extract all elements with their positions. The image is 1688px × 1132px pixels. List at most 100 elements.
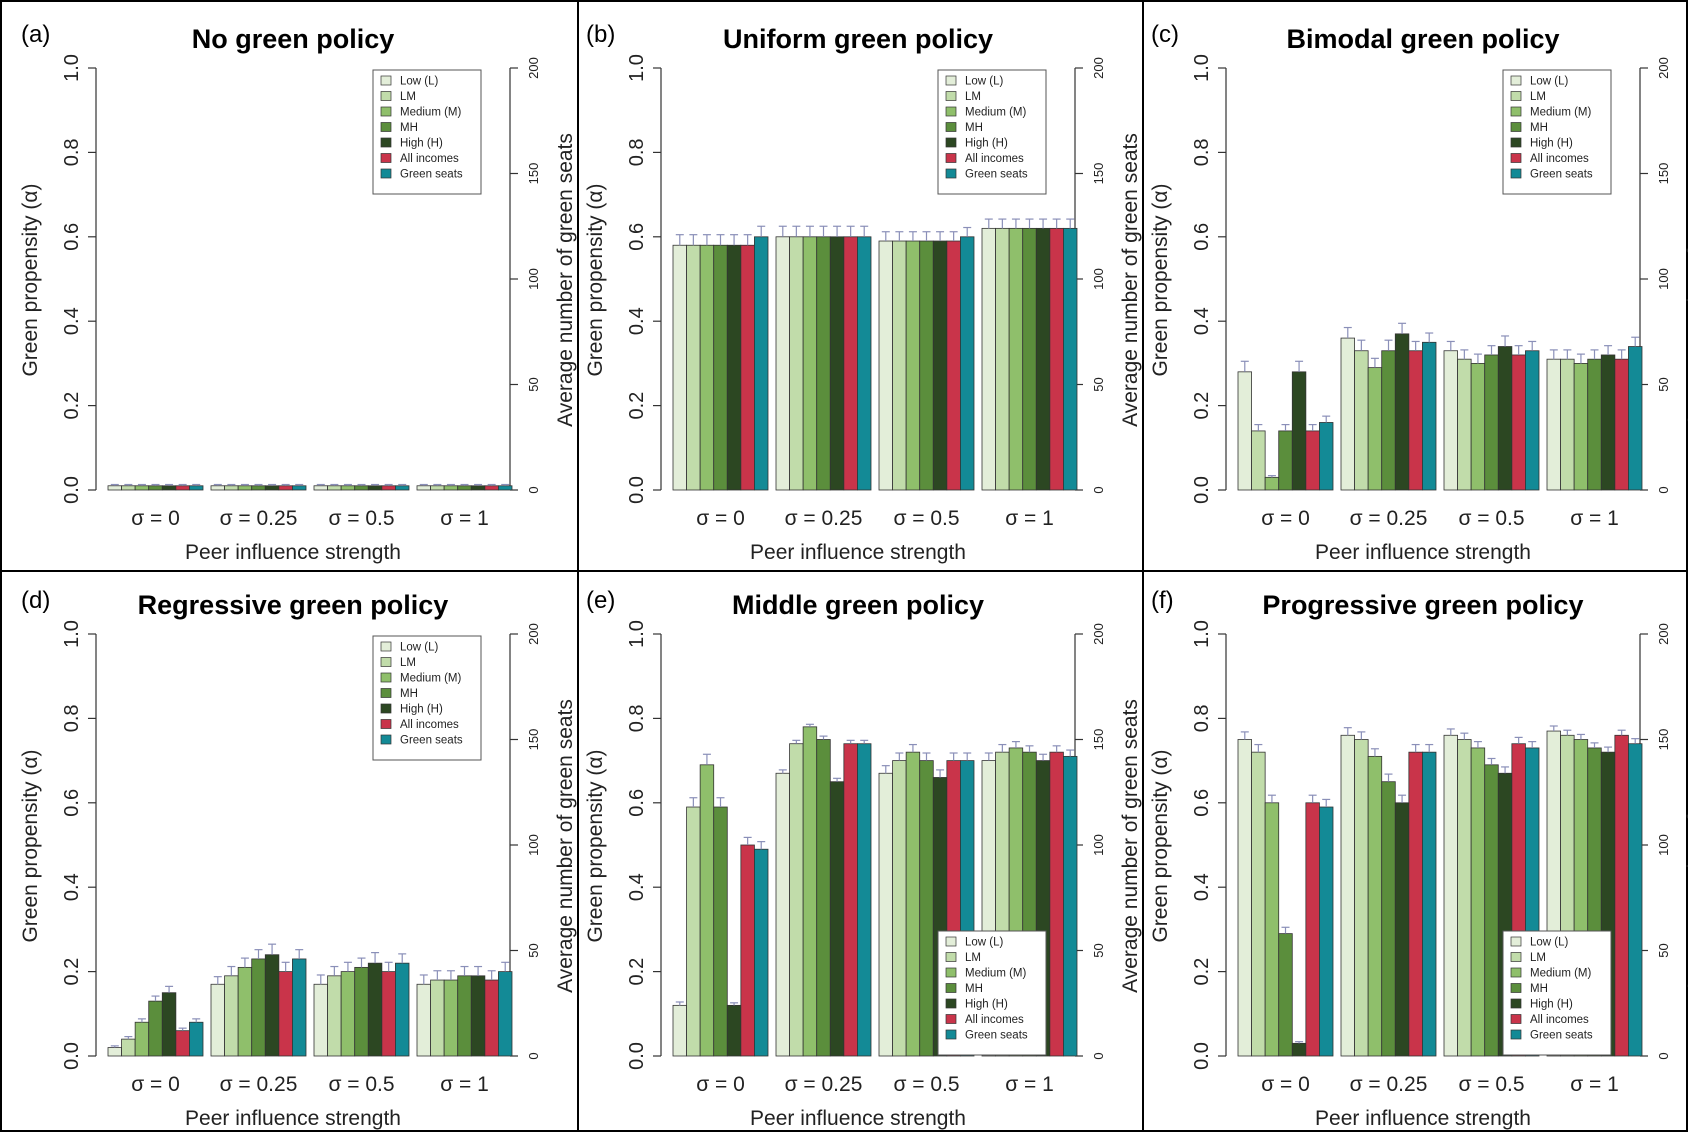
left-axis-tick-label: 1.0 xyxy=(1191,620,1213,648)
right-axis-label: Average number of green seats xyxy=(1119,133,1142,427)
bar xyxy=(1008,227,1024,491)
right-axis-tick-label: 150 xyxy=(526,163,541,185)
legend-swatch xyxy=(945,967,957,978)
bar xyxy=(1525,350,1540,491)
bar xyxy=(1408,751,1423,1057)
panel-title: Regressive green policy xyxy=(138,590,449,620)
bar xyxy=(1251,751,1266,1057)
bar xyxy=(932,240,948,491)
bar xyxy=(1237,739,1252,1057)
legend-swatch xyxy=(380,137,392,148)
legend-swatch xyxy=(945,168,957,179)
left-axis-label: Green propensity (α) xyxy=(584,183,607,376)
left-axis-tick-label: 0.0 xyxy=(1191,476,1213,504)
bar xyxy=(498,485,513,491)
right-axis-tick-label: 150 xyxy=(1656,729,1671,751)
panel-label: (b) xyxy=(586,21,615,48)
x-tick-label: σ = 0.25 xyxy=(785,507,863,530)
bar xyxy=(789,743,804,1057)
bar xyxy=(484,485,499,491)
panel-label: (c) xyxy=(1151,21,1179,48)
bar xyxy=(1422,341,1437,491)
bar xyxy=(1628,743,1643,1057)
bar xyxy=(1367,367,1383,491)
legend-label: All incomes xyxy=(400,719,459,731)
bar xyxy=(789,236,804,491)
bar xyxy=(981,227,996,491)
x-axis-label: Peer influence strength xyxy=(185,541,401,564)
legend-label: Low (L) xyxy=(400,642,439,654)
bar xyxy=(340,971,356,1057)
legend-label: All incomes xyxy=(400,153,459,165)
bar xyxy=(919,240,934,491)
left-axis-label: Green propensity (α) xyxy=(19,749,42,942)
bar xyxy=(251,485,266,491)
legend: Low (L) LM Medium (M) MH High (H) All incomes… xyxy=(372,69,482,195)
bar xyxy=(484,979,499,1057)
legend: Low (L) LM Medium (M) MH High (H) All incomes… xyxy=(1502,69,1612,195)
chart-panel: (b) Uniform green policy 0.0 0.2 0.4 0.6 0.8 1.… xyxy=(584,21,1142,564)
bar xyxy=(672,244,687,491)
bar xyxy=(1457,358,1472,491)
legend-label: Medium (M) xyxy=(965,107,1027,119)
left-axis-tick-label: 0.8 xyxy=(61,138,83,166)
right-axis-label: Average number of green seats xyxy=(1684,699,1688,993)
legend-swatch xyxy=(1510,153,1522,163)
x-tick-label: σ = 0.5 xyxy=(893,1073,959,1096)
x-tick-label: σ = 0.5 xyxy=(1458,1073,1524,1096)
left-axis-tick-label: 1.0 xyxy=(61,620,83,648)
x-tick-label: σ = 1 xyxy=(440,1073,489,1096)
bar xyxy=(416,983,431,1057)
bar xyxy=(1305,430,1320,491)
bar xyxy=(1381,350,1396,491)
x-tick-label: σ = 0.5 xyxy=(328,1073,394,1096)
bar xyxy=(857,743,872,1057)
bar xyxy=(1546,358,1561,491)
legend: Low (L) LM Medium (M) MH High (H) All incomes… xyxy=(1502,930,1612,1056)
legend-label: Medium (M) xyxy=(1530,107,1592,119)
legend-label: All incomes xyxy=(1530,1014,1589,1026)
legend-swatch xyxy=(945,1029,957,1040)
bar xyxy=(1614,358,1629,491)
bar xyxy=(1408,350,1423,491)
bar xyxy=(1381,781,1396,1057)
legend-label: Green seats xyxy=(1530,1030,1593,1042)
x-axis-label: Peer influence strength xyxy=(1315,541,1531,564)
bar xyxy=(354,485,369,491)
bar xyxy=(224,975,239,1057)
legend-swatch xyxy=(380,688,392,698)
bar xyxy=(672,1004,687,1057)
bar xyxy=(1354,739,1369,1057)
bar xyxy=(686,244,701,491)
bar xyxy=(430,979,445,1057)
bar xyxy=(189,1021,204,1057)
bar xyxy=(224,485,239,491)
panel-title: Middle green policy xyxy=(732,590,984,620)
bar xyxy=(713,806,728,1057)
panel-title: No green policy xyxy=(192,24,395,54)
right-axis-tick-label: 200 xyxy=(526,57,541,79)
x-tick-label: σ = 1 xyxy=(1570,507,1619,530)
right-axis-tick-label: 100 xyxy=(1656,834,1671,856)
right-axis-label: Average number of green seats xyxy=(1119,699,1142,993)
x-tick-label: σ = 0 xyxy=(1261,507,1310,530)
left-axis-tick-label: 0.8 xyxy=(61,704,83,732)
legend-swatch xyxy=(1510,168,1522,179)
legend-swatch xyxy=(945,1014,957,1024)
left-axis-tick-label: 0.2 xyxy=(1191,958,1213,986)
legend-swatch xyxy=(1510,122,1522,132)
bar xyxy=(1305,802,1320,1057)
legend-swatch xyxy=(945,137,957,148)
bar xyxy=(1484,354,1499,491)
left-axis-tick-label: 0.4 xyxy=(61,873,83,901)
legend-swatch xyxy=(945,998,957,1009)
right-axis-tick-label: 0 xyxy=(526,486,541,493)
bar xyxy=(313,485,328,491)
legend-label: Low (L) xyxy=(1530,76,1569,88)
x-tick-label: σ = 0 xyxy=(696,1073,745,1096)
x-axis-label: Peer influence strength xyxy=(185,1107,401,1130)
left-axis-tick-label: 0.2 xyxy=(61,958,83,986)
bar xyxy=(264,485,280,491)
legend: Low (L) LM Medium (M) MH High (H) All incomes… xyxy=(937,930,1047,1056)
